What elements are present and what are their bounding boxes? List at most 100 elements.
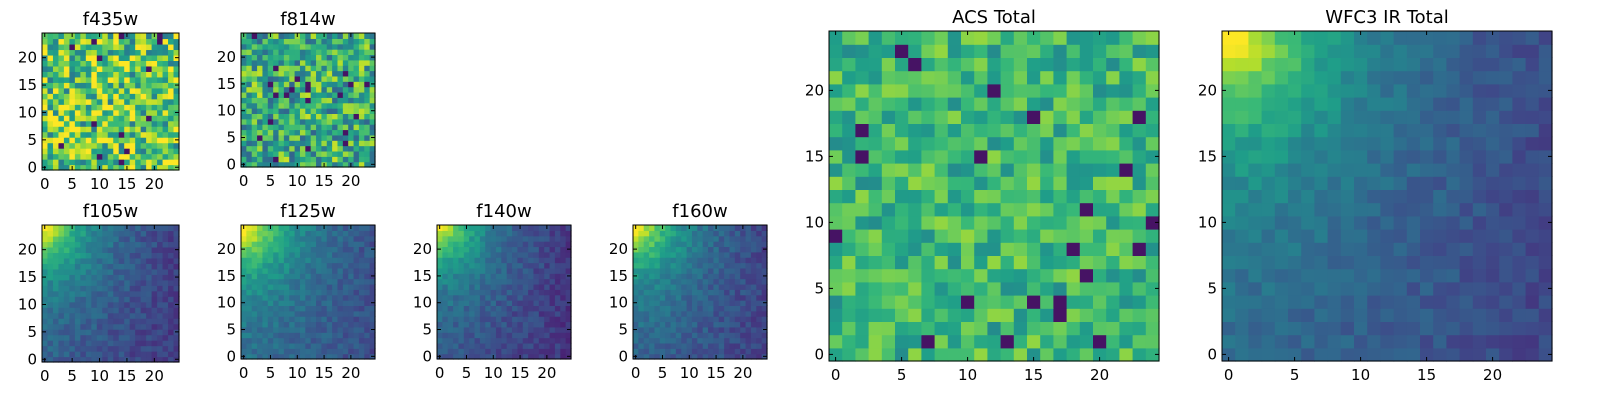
heatmap-cell — [469, 273, 476, 280]
heatmap-cell — [289, 118, 296, 125]
heatmap-cell — [654, 283, 661, 290]
heatmap-cell — [691, 289, 698, 296]
heatmap-cell — [262, 91, 269, 98]
heatmap-cell — [47, 54, 54, 61]
heatmap-cell — [47, 142, 54, 149]
heatmap-cell — [560, 337, 567, 344]
heatmap-cell — [855, 281, 870, 296]
heatmap-cell — [294, 326, 301, 333]
heatmap-cell — [80, 104, 87, 111]
heatmap-cell — [495, 251, 502, 258]
heatmap-cell — [129, 290, 136, 297]
heatmap-cell — [1132, 83, 1147, 98]
heatmap-cell — [750, 342, 757, 349]
heatmap-cell — [495, 326, 502, 333]
heatmap-cell — [316, 118, 322, 125]
heatmap-cell — [52, 268, 60, 275]
heatmap-cell — [756, 305, 763, 312]
heatmap-cell — [1222, 176, 1236, 190]
x-tick-label: 0 — [831, 366, 841, 384]
heatmap-cell — [868, 229, 883, 243]
heatmap-cell — [1499, 229, 1513, 243]
heatmap-cell — [151, 279, 158, 286]
heatmap-cell — [479, 283, 486, 290]
heatmap-cell — [364, 251, 371, 258]
heatmap-cell — [495, 267, 502, 274]
heatmap-cell — [506, 305, 513, 312]
heatmap-cell — [463, 332, 470, 339]
heatmap-cell — [447, 241, 454, 248]
heatmap-cell — [987, 308, 1002, 322]
heatmap-cell — [321, 102, 328, 109]
heatmap-cell — [58, 137, 65, 144]
heatmap-cell — [124, 252, 131, 259]
heatmap-cell — [162, 164, 169, 171]
heatmap-cell — [246, 54, 253, 61]
heatmap-cell — [353, 348, 360, 355]
heatmap-cell — [91, 268, 98, 275]
heatmap-cell — [321, 156, 328, 163]
heatmap-cell — [961, 110, 975, 124]
heatmap-cell — [251, 235, 258, 242]
heatmap-cell — [140, 65, 147, 72]
heatmap-cell — [560, 278, 567, 285]
heatmap-cell — [342, 102, 349, 109]
heatmap-cell — [437, 289, 443, 296]
panel-title: f160w — [672, 201, 727, 222]
heatmap-cell — [47, 38, 54, 45]
heatmap-cell — [364, 124, 371, 131]
heatmap-cell — [474, 241, 481, 248]
heatmap-cell — [1248, 255, 1263, 270]
heatmap-cell — [47, 307, 54, 314]
heatmap-cell — [289, 316, 296, 323]
heatmap-cell — [1525, 321, 1540, 336]
heatmap-cell — [102, 285, 109, 292]
heatmap-cell — [908, 163, 922, 177]
heatmap-cell — [1106, 308, 1120, 322]
heatmap-cell — [310, 262, 317, 269]
heatmap-cell — [102, 351, 109, 358]
heatmap-cell — [713, 257, 720, 264]
heatmap-cell — [58, 153, 65, 160]
heatmap-cell — [633, 230, 639, 237]
heatmap-cell — [157, 241, 164, 248]
heatmap-cell — [479, 273, 486, 280]
heatmap-cell — [294, 305, 301, 312]
heatmap-cell — [750, 257, 757, 264]
heatmap-cell — [305, 278, 312, 285]
heatmap-cell — [718, 316, 725, 323]
heatmap-cell — [670, 225, 677, 231]
heatmap-cell — [756, 337, 763, 344]
heatmap-cell — [554, 305, 561, 312]
heatmap-cell — [538, 230, 545, 237]
heatmap-cell — [47, 318, 54, 325]
heatmap-cell — [251, 305, 258, 312]
heatmap-cell — [729, 235, 736, 242]
heatmap-cell — [146, 279, 153, 286]
heatmap-cell — [85, 285, 92, 292]
heatmap-cell — [533, 332, 540, 339]
heatmap-cell — [85, 340, 92, 347]
heatmap-cell — [1261, 163, 1276, 177]
heatmap-cell — [538, 246, 545, 253]
heatmap-cell — [643, 273, 650, 280]
heatmap-cell — [1040, 176, 1054, 190]
heatmap-cell — [157, 126, 164, 133]
heatmap-cell — [490, 342, 497, 349]
heatmap-cell — [442, 310, 449, 317]
heatmap-cell — [278, 97, 285, 104]
heatmap-cell — [881, 70, 896, 85]
heatmap-cell — [262, 300, 269, 306]
heatmap-cell — [321, 305, 328, 312]
heatmap-cell — [294, 91, 301, 98]
heatmap-cell — [947, 44, 962, 58]
heatmap-cell — [241, 278, 247, 285]
heatmap-cell — [1327, 295, 1342, 309]
heatmap-cell — [332, 283, 339, 290]
x-tick-label: 0 — [435, 364, 445, 382]
heatmap-cell — [151, 334, 158, 341]
heatmap-cell — [649, 300, 656, 306]
heatmap-cell — [107, 93, 114, 100]
heatmap-cell — [1248, 189, 1263, 204]
heatmap-cell — [168, 104, 175, 111]
